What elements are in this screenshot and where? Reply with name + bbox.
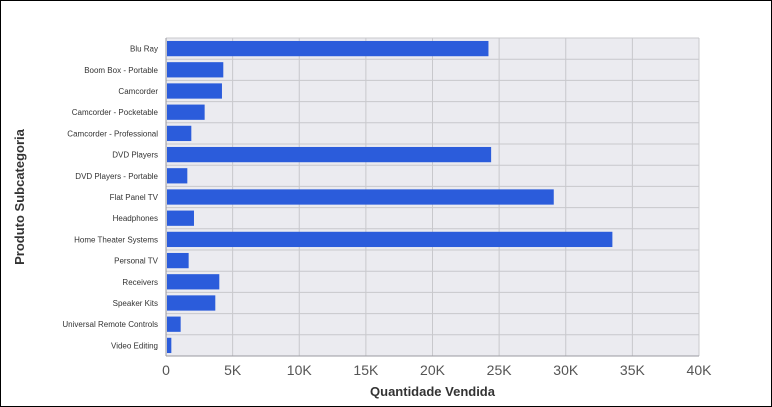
category-label: Blu Ray [130,45,158,54]
x-tick-label: 15K [353,362,379,378]
bar [167,189,554,205]
bar [167,295,216,311]
bar [167,146,492,163]
bar [167,62,224,78]
bar [167,274,220,290]
bar [167,168,188,184]
x-tick-labels: 0 5K 10K 15K 20K 25K 30K 35K 40K [162,362,712,378]
bars [167,40,613,354]
x-tick-label: 35K [620,362,646,378]
bar [167,252,189,269]
category-label: Home Theater Systems [74,235,158,244]
bar [167,104,205,120]
x-tick-label: 5K [224,362,242,378]
category-label: Video Editing [111,341,158,350]
y-axis-title: Produto Subcategoria [12,128,27,265]
gridlines [165,37,700,357]
x-tick-label: 30K [553,362,579,378]
category-label: Universal Remote Controls [62,320,158,329]
x-tick-label: 25K [487,362,513,378]
bar [167,125,192,142]
bar [167,231,613,248]
category-label: Camcorder [118,87,158,96]
category-label: DVD Players - Portable [75,172,158,181]
bar [167,316,181,332]
bar [167,83,222,99]
x-tick-label: 20K [420,362,446,378]
x-tick-label: 40K [687,362,713,378]
category-label: Personal TV [114,257,159,266]
category-label: Receivers [122,278,158,287]
x-tick-label: 10K [287,362,313,378]
bar [167,40,489,57]
x-tick-label: 0 [162,362,170,378]
category-label: Headphones [113,214,158,223]
category-label: Speaker Kits [113,299,158,308]
category-label: Camcorder - Pocketable [72,108,159,117]
category-label: Camcorder - Professional [67,129,158,138]
bar [167,337,172,354]
bar [167,210,194,226]
category-label: Boom Box - Portable [84,66,158,75]
category-label: DVD Players [112,151,158,160]
category-labels: Blu Ray Boom Box - Portable Camcorder Camco… [62,45,158,351]
category-label: Flat Panel TV [110,193,159,202]
x-axis-title: Quantidade Vendida [370,384,496,399]
